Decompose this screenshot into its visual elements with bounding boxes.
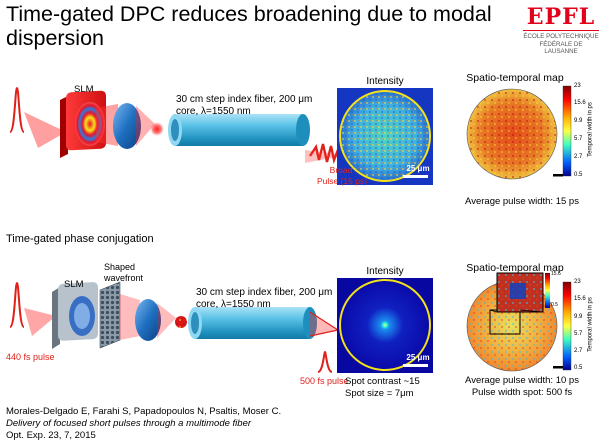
spot-contrast: Spot contrast ~15 bbox=[345, 376, 420, 387]
colorbar-tick: 15.6 bbox=[574, 296, 586, 302]
wavefront-label-line2: wavefront bbox=[104, 273, 144, 283]
slide-title: Time-gated DPC reduces broadening due to… bbox=[6, 2, 492, 50]
slm-label-top: SLM bbox=[74, 84, 94, 95]
slm-label-bottom: SLM bbox=[64, 279, 84, 290]
colorbar-tick: 5.7 bbox=[574, 136, 583, 142]
fiber-top bbox=[168, 114, 310, 146]
intensity-title-bottom: Intensity bbox=[366, 266, 404, 277]
input-pulse-icon-bottom bbox=[9, 281, 25, 328]
scale-bar-label-top: 25 μm bbox=[406, 164, 430, 173]
fiber-bottom bbox=[188, 307, 317, 339]
section-title: Time-gated phase conjugation bbox=[6, 233, 154, 245]
slm-top bbox=[60, 90, 106, 158]
wavefront-label-line1: Shaped bbox=[104, 262, 136, 272]
colorbar-label-top: Temporal width in ps bbox=[587, 102, 594, 157]
broad-pulse-label-line2: Pulse (15 ps) bbox=[316, 176, 368, 186]
colorbar-tick: 9.9 bbox=[574, 118, 583, 124]
fiber-desc-top-line2: core, λ=1550 nm bbox=[176, 106, 251, 117]
slm-bottom bbox=[52, 282, 98, 349]
colorbar-tick: 5.7 bbox=[574, 331, 583, 337]
logo-mark: EPFL bbox=[523, 4, 599, 31]
map-title-bottom: Spatio-temporal map bbox=[466, 262, 564, 274]
output-pulse-label: 500 fs pulse bbox=[300, 376, 349, 386]
fiber-desc-top-line1: 30 cm step index fiber, 200 μm bbox=[176, 94, 313, 105]
avg-width-top: Average pulse width: 15 ps bbox=[465, 196, 579, 207]
intensity-title-top: Intensity bbox=[366, 76, 404, 87]
citation-journal: Opt. Exp. 23, 7, 2015 bbox=[6, 430, 96, 441]
short-pulse-icon bbox=[317, 350, 333, 373]
pulse-width-spot: Pulse width spot: 500 fs bbox=[471, 387, 573, 398]
colorbar-tick: 23 bbox=[574, 83, 581, 89]
colorbar-tick: 0.5 bbox=[574, 172, 583, 178]
lens-bottom bbox=[135, 299, 161, 341]
avg-width-bottom: Average pulse width: 10 ps bbox=[465, 375, 579, 386]
temporal-map-bottom bbox=[466, 272, 572, 372]
colorbar-tick: 2.7 bbox=[574, 154, 583, 160]
broad-pulse-label-line1: Broad bbox=[329, 165, 353, 175]
colorbar-tick: 2.7 bbox=[574, 348, 583, 354]
scale-bar-label-bottom: 25 μm bbox=[406, 353, 430, 362]
citation: Morales-Delgado E, Farahi S, Papadopoulo… bbox=[6, 406, 346, 442]
input-beam bbox=[24, 112, 66, 148]
colorbar-tick: 15.6 bbox=[574, 100, 586, 106]
colorbar-label-bottom: Temporal width in ps bbox=[587, 297, 594, 352]
colorbar-bottom bbox=[562, 281, 572, 371]
input-pulse-label: 440 fs pulse bbox=[6, 352, 55, 362]
colorbar-tick: 9.9 bbox=[574, 314, 583, 320]
shaped-wavefront bbox=[99, 281, 121, 349]
lens-top bbox=[113, 103, 141, 149]
colorbar-tick: 0.5 bbox=[574, 365, 583, 371]
fiber-desc-bottom-line1: 30 cm step index fiber, 200 μm bbox=[196, 287, 333, 298]
colorbar-inset bbox=[545, 273, 550, 308]
citation-paper-title: Delivery of focused short pulses through… bbox=[6, 418, 252, 429]
inset-tick: 15.6 bbox=[551, 271, 561, 277]
logo-line-2: FÉDÉRALE DE LAUSANNE bbox=[539, 40, 583, 56]
colorbar-top bbox=[562, 85, 572, 177]
intensity-image-top bbox=[337, 88, 433, 185]
spot-size: Spot size = 7μm bbox=[345, 388, 414, 399]
input-pulse-icon bbox=[9, 86, 25, 133]
citation-authors: Morales-Delgado E, Farahi S, Papadopoulo… bbox=[6, 406, 282, 417]
intensity-image-bottom bbox=[337, 278, 433, 373]
inset-tick: 0.5 bbox=[551, 302, 558, 308]
focus-spot-top bbox=[150, 122, 164, 136]
map-title-top: Spatio-temporal map bbox=[466, 72, 564, 84]
temporal-map-top bbox=[466, 85, 572, 180]
logo-line-1: ÉCOLE POLYTECHNIQUE bbox=[523, 33, 599, 40]
colorbar-tick: 23 bbox=[574, 279, 581, 285]
fiber-desc-bottom-line2: core, λ=1550 nm bbox=[196, 299, 271, 310]
epfl-logo: EPFL ÉCOLE POLYTECHNIQUE FÉDÉRALE DE LAU… bbox=[523, 4, 599, 56]
